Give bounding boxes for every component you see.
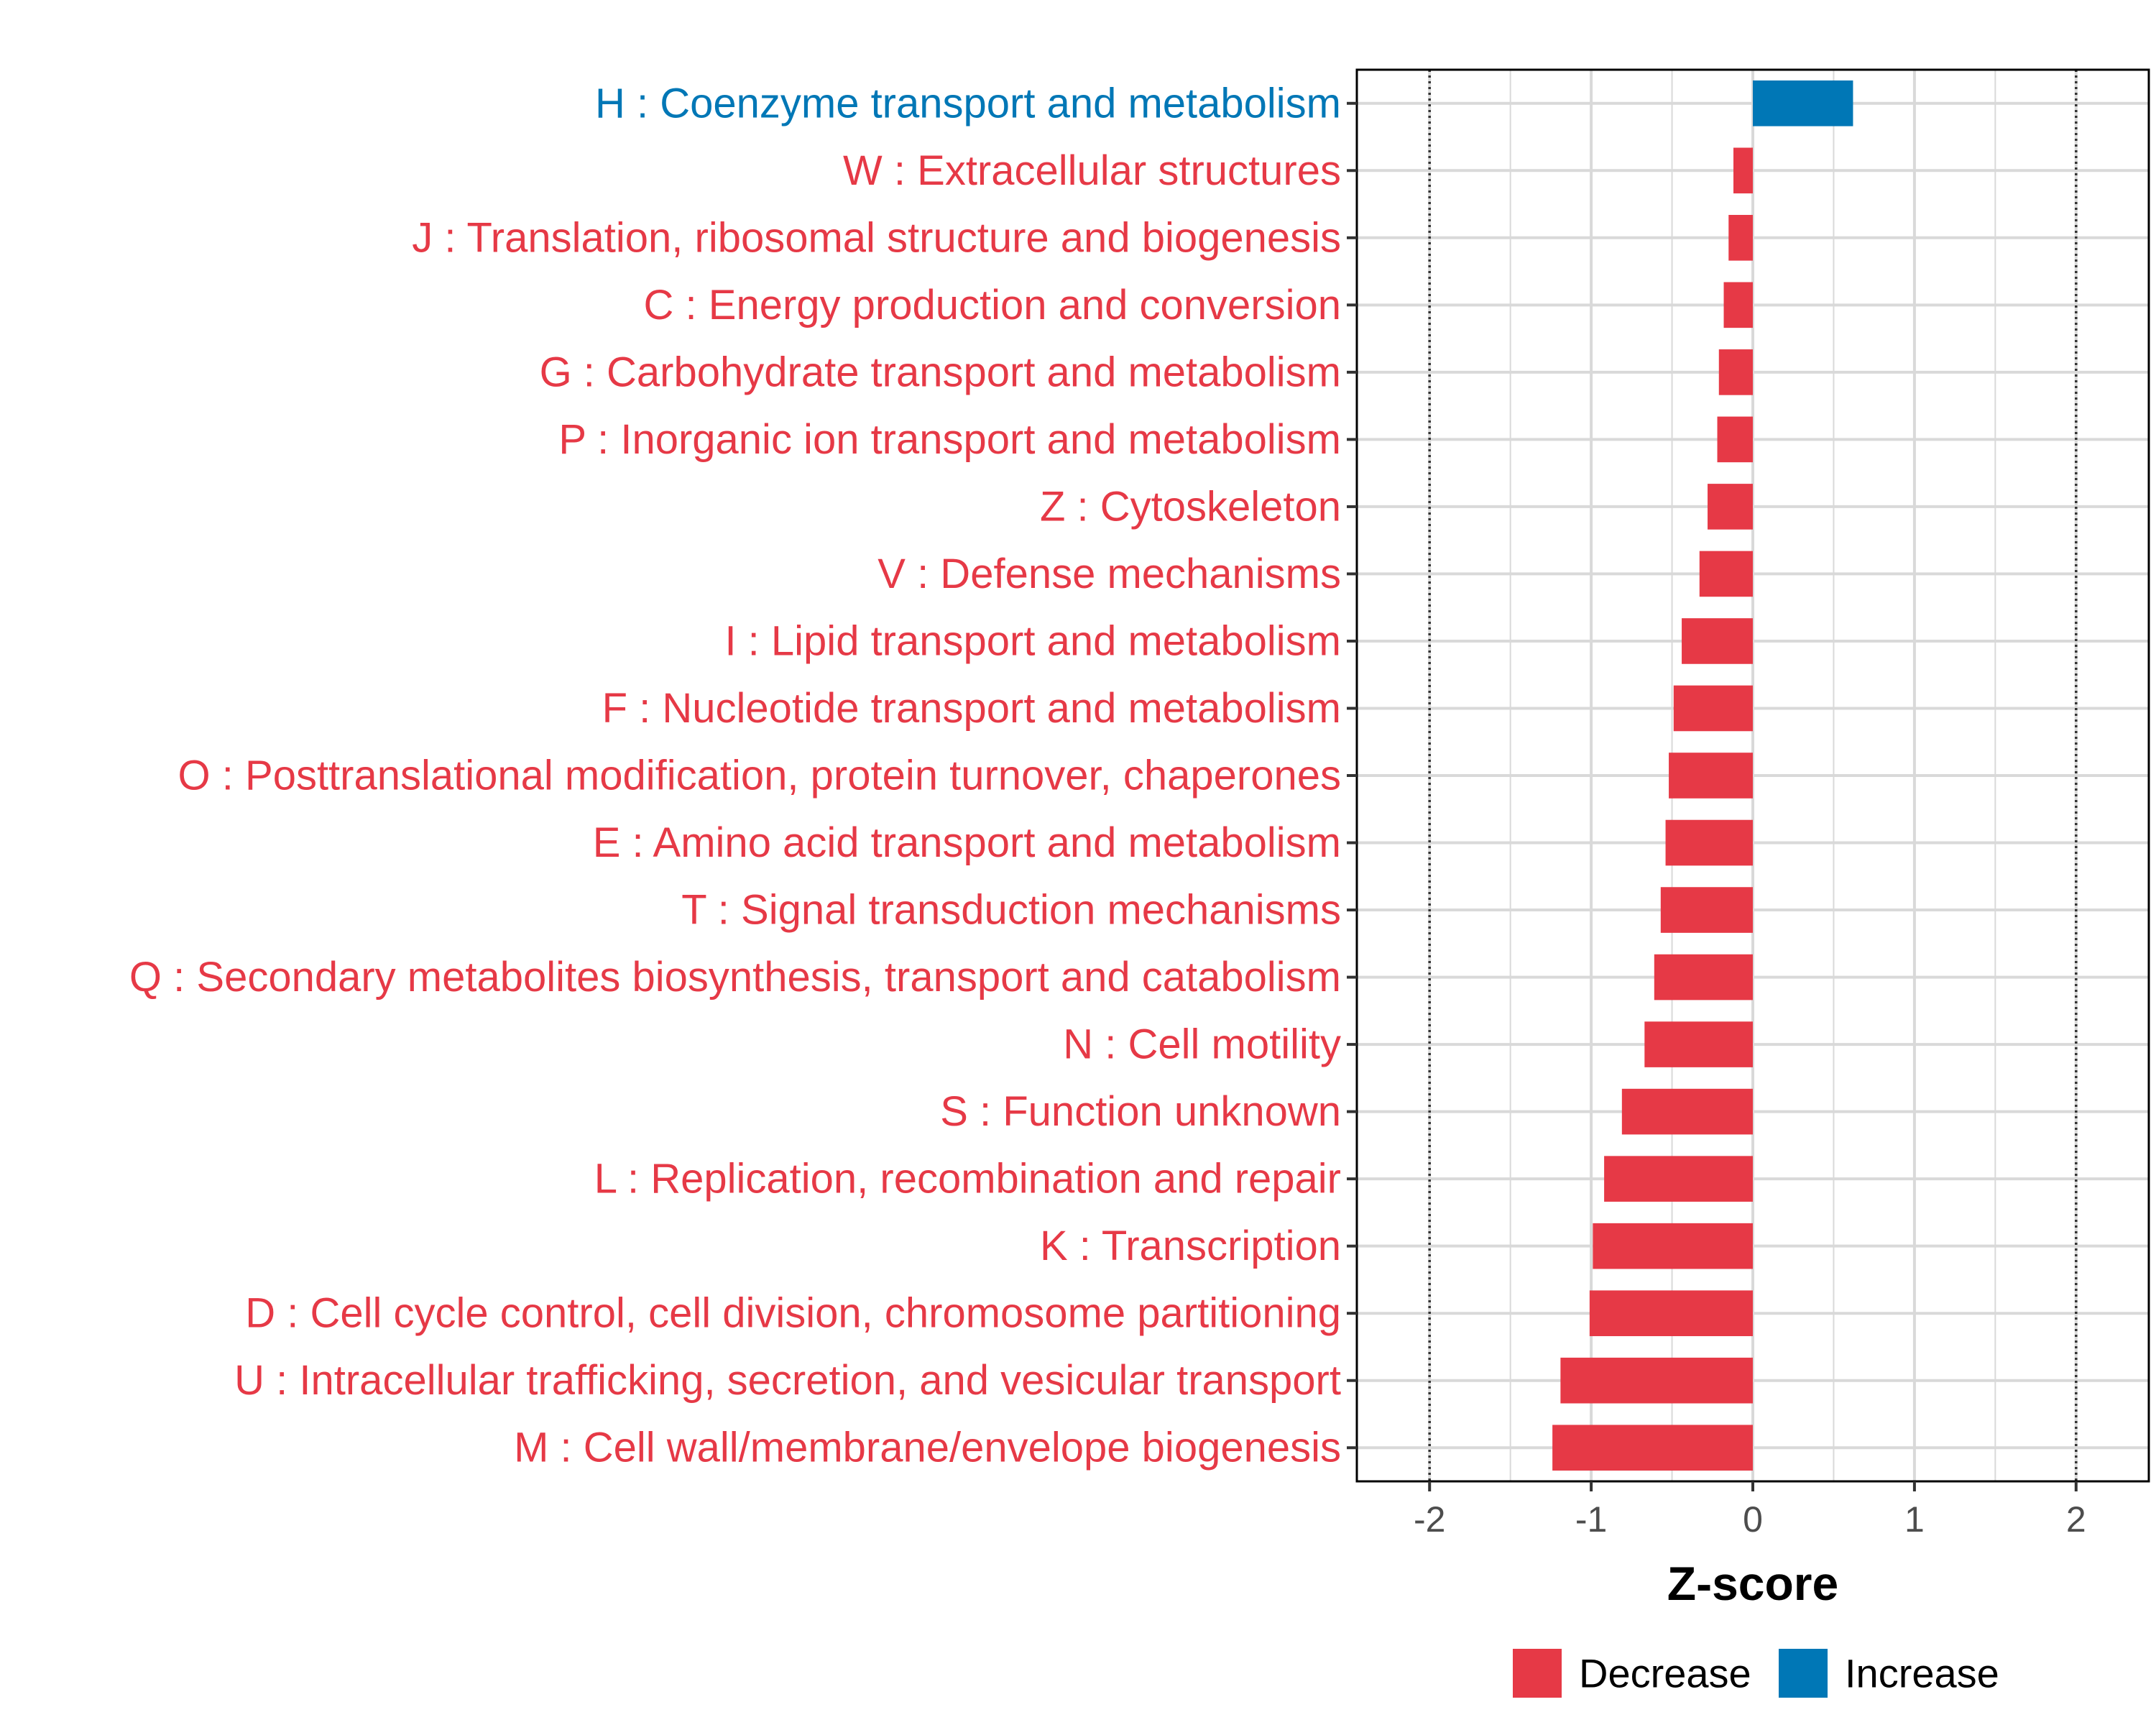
bar: [1718, 349, 1753, 395]
category-label: T : Signal transduction mechanisms: [681, 887, 1341, 934]
category-label: J : Translation, ribosomal structure and…: [412, 214, 1341, 261]
bar: [1660, 887, 1753, 933]
bar: [1708, 484, 1753, 530]
x-axis-ticks: [1428, 1481, 2078, 1491]
category-label: H : Coenzyme transport and metabolism: [595, 80, 1341, 126]
bar: [1733, 147, 1753, 194]
category-label: F : Nucleotide transport and metabolism: [602, 685, 1341, 732]
bar: [1665, 819, 1753, 866]
x-tick-label: 2: [2066, 1499, 2086, 1540]
x-axis-tick-labels: -2 -1 0 1 2: [1414, 1499, 2086, 1540]
category-label: P : Inorganic ion transport and metaboli…: [558, 416, 1341, 463]
category-label: V : Defense mechanisms: [877, 551, 1341, 597]
bar: [1644, 1021, 1753, 1067]
bar: [1682, 618, 1753, 664]
bar: [1560, 1357, 1753, 1404]
x-axis-title: Z-score: [1667, 1557, 1838, 1610]
bars: [1552, 80, 1853, 1471]
x-tick-label: -1: [1575, 1499, 1607, 1540]
category-label: M : Cell wall/membrane/envelope biogenes…: [514, 1425, 1341, 1471]
x-tick-label: 0: [1743, 1499, 1763, 1540]
x-tick-label: -2: [1414, 1499, 1445, 1540]
category-label: O : Posttranslational modification, prot…: [178, 753, 1341, 799]
category-label: U : Intracellular trafficking, secretion…: [234, 1357, 1341, 1404]
legend-label-decrease: Decrease: [1579, 1651, 1751, 1696]
bar: [1552, 1425, 1753, 1471]
bar: [1728, 215, 1753, 261]
bar: [1717, 416, 1753, 463]
bar: [1654, 954, 1753, 1000]
bar: [1699, 551, 1753, 597]
bar: [1673, 685, 1753, 732]
category-label: G : Carbohydrate transport and metabolis…: [540, 349, 1341, 395]
category-label: W : Extracellular structures: [843, 147, 1341, 194]
category-label: C : Energy production and conversion: [644, 282, 1341, 328]
y-axis-ticks: [1347, 101, 1357, 1450]
category-label: D : Cell cycle control, cell division, c…: [245, 1290, 1341, 1337]
category-label: I : Lipid transport and metabolism: [724, 617, 1341, 664]
bar: [1723, 282, 1753, 328]
category-label: Q : Secondary metabolites biosynthesis, …: [129, 954, 1341, 1000]
category-label: K : Transcription: [1040, 1223, 1341, 1269]
bar: [1604, 1156, 1753, 1202]
legend-key-increase: [1779, 1649, 1828, 1698]
bar: [1593, 1223, 1753, 1269]
category-label: N : Cell motility: [1063, 1021, 1341, 1068]
x-tick-label: 1: [1904, 1499, 1925, 1540]
legend-label-increase: Increase: [1845, 1651, 1999, 1696]
bar: [1753, 80, 1853, 126]
bar: [1621, 1088, 1753, 1135]
bar: [1669, 753, 1753, 799]
legend-key-decrease: [1513, 1649, 1562, 1698]
legend: Decrease Increase: [1513, 1649, 1999, 1698]
category-label: E : Amino acid transport and metabolism: [593, 819, 1341, 866]
category-label: Z : Cytoskeleton: [1040, 483, 1341, 530]
category-label: S : Function unknown: [940, 1088, 1341, 1135]
bar: [1589, 1290, 1753, 1336]
category-label: L : Replication, recombination and repai…: [594, 1156, 1341, 1202]
category-labels: H : Coenzyme transport and metabolism W :…: [129, 80, 1341, 1471]
